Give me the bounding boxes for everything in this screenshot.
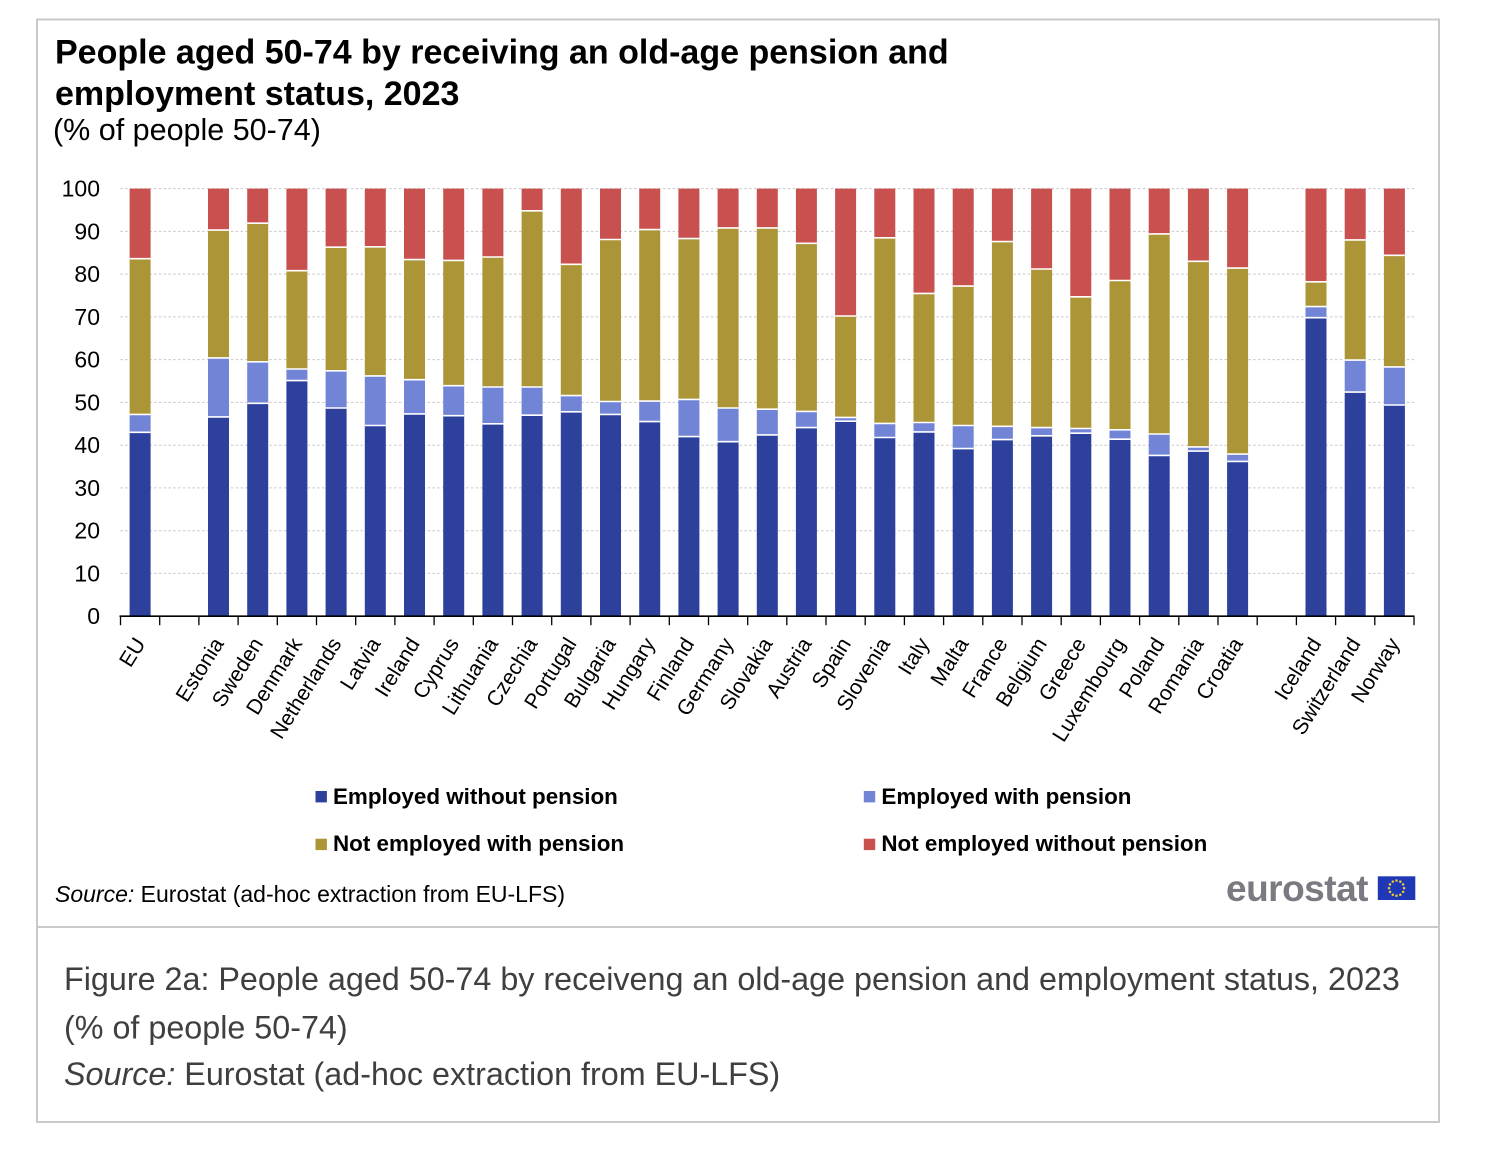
svg-text:20: 20 xyxy=(74,518,100,544)
svg-text:Employed without pension: Employed without pension xyxy=(333,784,618,809)
svg-text:Not employed without pension: Not employed without pension xyxy=(881,831,1207,856)
svg-text:90: 90 xyxy=(74,218,100,244)
svg-text:Source: Eurostat (ad-hoc extra: Source: Eurostat (ad-hoc extraction from… xyxy=(55,881,565,907)
svg-text:0: 0 xyxy=(87,603,100,629)
svg-text:employment status, 2023: employment status, 2023 xyxy=(55,75,459,113)
svg-text:60: 60 xyxy=(74,347,100,373)
svg-text:70: 70 xyxy=(74,304,100,330)
svg-text:Source: Eurostat (ad-hoc extra: Source: Eurostat (ad-hoc extraction from… xyxy=(64,1056,780,1092)
svg-text:Not employed with pension: Not employed with pension xyxy=(333,831,624,856)
svg-text:People aged 50-74 by receiving: People aged 50-74 by receiving an old-ag… xyxy=(55,33,949,71)
svg-text:50: 50 xyxy=(74,389,100,415)
svg-text:(% of people 50-74): (% of people 50-74) xyxy=(53,113,321,147)
svg-text:100: 100 xyxy=(62,176,100,202)
svg-text:10: 10 xyxy=(74,560,100,586)
svg-text:40: 40 xyxy=(74,432,100,458)
svg-text:Employed with pension: Employed with pension xyxy=(881,784,1131,809)
svg-text:eurostat: eurostat xyxy=(1226,868,1368,909)
svg-text:80: 80 xyxy=(74,261,100,287)
svg-text:(% of people 50-74): (% of people 50-74) xyxy=(64,1010,348,1046)
svg-text:30: 30 xyxy=(74,475,100,501)
svg-text:Figure 2a: People aged 50-74 b: Figure 2a: People aged 50-74 by receiven… xyxy=(64,961,1400,997)
